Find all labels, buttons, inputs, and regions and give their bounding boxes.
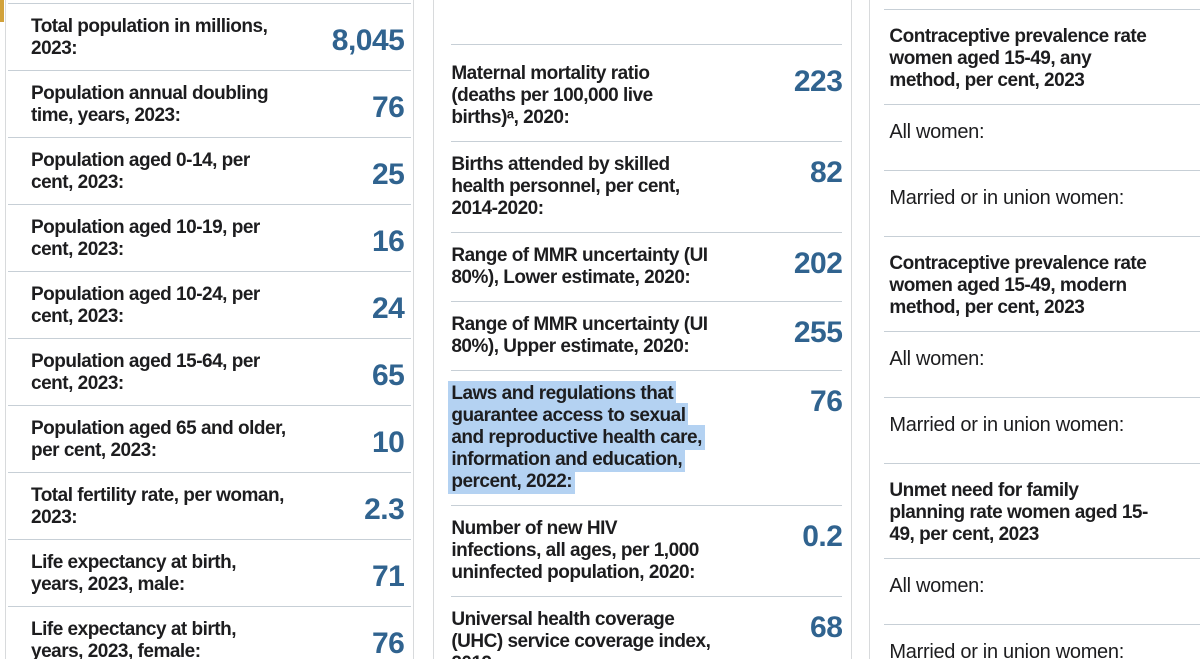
row-label: Total population in millions, 2023: (31, 15, 268, 59)
row-value: 10 (371, 425, 405, 459)
row-value: 65 (371, 358, 405, 392)
row-value: 202 (793, 247, 843, 280)
table-row: Range of MMR uncertainty (UI 80%), Upper… (451, 301, 843, 370)
row-label: Life expectancy at birth, years, 2023, m… (31, 551, 237, 595)
table-row: Married or in union women: (884, 170, 1200, 236)
row-label: Population annual doubling time, years, … (31, 82, 269, 126)
row-label: Range of MMR uncertainty (UI 80%), Upper… (451, 314, 708, 357)
row-label: Population aged 10-24, per cent, 2023: (31, 283, 260, 327)
row-label: Universal health coverage (UHC) service … (451, 609, 711, 659)
left-edge-accent (0, 0, 4, 22)
table-row: Number of new HIV infections, all ages, … (451, 505, 843, 596)
row-value: 76 (371, 626, 405, 659)
group-header-row: Contraceptive prevalence rate women aged… (884, 236, 1200, 331)
row-value: 16 (371, 224, 405, 258)
row-label: Married or in union women: (889, 414, 1124, 436)
spacer (870, 0, 1200, 9)
table-row: Births attended by skilled health person… (451, 141, 843, 232)
table-row: Maternal mortality ratio (deaths per 100… (451, 44, 843, 141)
row-label: All women: (889, 575, 985, 597)
table-row: Life expectancy at birth, years, 2023, m… (8, 539, 412, 606)
table-row: Total population in millions, 2023: 8,04… (8, 3, 412, 70)
selected-text: Laws and regulations that guarantee acce… (448, 381, 705, 494)
family-planning-card: Contraceptive prevalence rate women aged… (869, 0, 1200, 659)
row-label: Population aged 65 and older, per cent, … (31, 417, 286, 461)
row-value: 25 (371, 157, 405, 191)
row-label: Total fertility rate, per woman, 2023: (31, 484, 284, 528)
table-row: Married or in union women: (884, 397, 1200, 463)
population-indicators-card: Total population in millions, 2023: 8,04… (5, 0, 415, 659)
table-row: Population aged 0-14, per cent, 2023: 25 (8, 137, 412, 204)
row-value: 76 (810, 385, 843, 418)
row-value: 223 (793, 65, 843, 98)
row-label: Laws and regulations that guarantee acce… (448, 381, 751, 494)
table-row: Population aged 10-24, per cent, 2023: 2… (8, 271, 412, 338)
row-value: 24 (371, 291, 405, 325)
table-row: All women: (884, 331, 1200, 397)
row-value: 68 (810, 611, 843, 644)
table-row: Universal health coverage (UHC) service … (451, 596, 843, 659)
table-row: Population aged 10-19, per cent, 2023: 1… (8, 204, 412, 271)
table-row: Married or in union women: (884, 624, 1200, 659)
table-row: Population aged 15-64, per cent, 2023: 6… (8, 338, 412, 405)
row-value: 76 (371, 90, 405, 124)
table-row: Total fertility rate, per woman, 2023: 2… (8, 472, 412, 539)
row-label: Range of MMR uncertainty (UI 80%), Lower… (451, 245, 708, 288)
row-label: Number of new HIV infections, all ages, … (451, 518, 699, 583)
spacer (434, 0, 851, 44)
row-label: Maternal mortality ratio (deaths per 100… (451, 63, 653, 128)
row-value: 71 (371, 559, 405, 593)
row-label: Married or in union women: (889, 641, 1124, 659)
group-header: Unmet need for family planning rate wome… (889, 480, 1148, 545)
group-header: Contraceptive prevalence rate women aged… (889, 26, 1147, 91)
table-row: Population aged 65 and older, per cent, … (8, 405, 412, 472)
table-row: Population annual doubling time, years, … (8, 70, 412, 137)
table-row: All women: (884, 104, 1200, 170)
group-header: Contraceptive prevalence rate women aged… (889, 253, 1147, 318)
row-value: 0.2 (802, 520, 843, 553)
table-row: All women: (884, 558, 1200, 624)
row-label: Life expectancy at birth, years, 2023, f… (31, 618, 237, 659)
table-row: Life expectancy at birth, years, 2023, f… (8, 606, 412, 659)
row-label: Births attended by skilled health person… (451, 154, 680, 219)
group-header-row: Contraceptive prevalence rate women aged… (884, 9, 1200, 104)
group-header-row: Unmet need for family planning rate wome… (884, 463, 1200, 558)
table-row-selected: Laws and regulations that guarantee acce… (448, 370, 843, 505)
row-label: Married or in union women: (889, 187, 1124, 209)
row-label: All women: (889, 348, 985, 370)
health-indicators-card: Maternal mortality ratio (deaths per 100… (433, 0, 853, 659)
row-value: 82 (810, 156, 843, 189)
row-value: 8,045 (331, 23, 405, 57)
row-label: Population aged 0-14, per cent, 2023: (31, 149, 250, 193)
table-row: Range of MMR uncertainty (UI 80%), Lower… (451, 232, 843, 301)
row-label: All women: (889, 121, 985, 143)
row-value: 255 (793, 316, 843, 349)
row-label: Population aged 15-64, per cent, 2023: (31, 350, 260, 394)
row-label: Population aged 10-19, per cent, 2023: (31, 216, 260, 260)
row-value: 2.3 (364, 492, 405, 526)
